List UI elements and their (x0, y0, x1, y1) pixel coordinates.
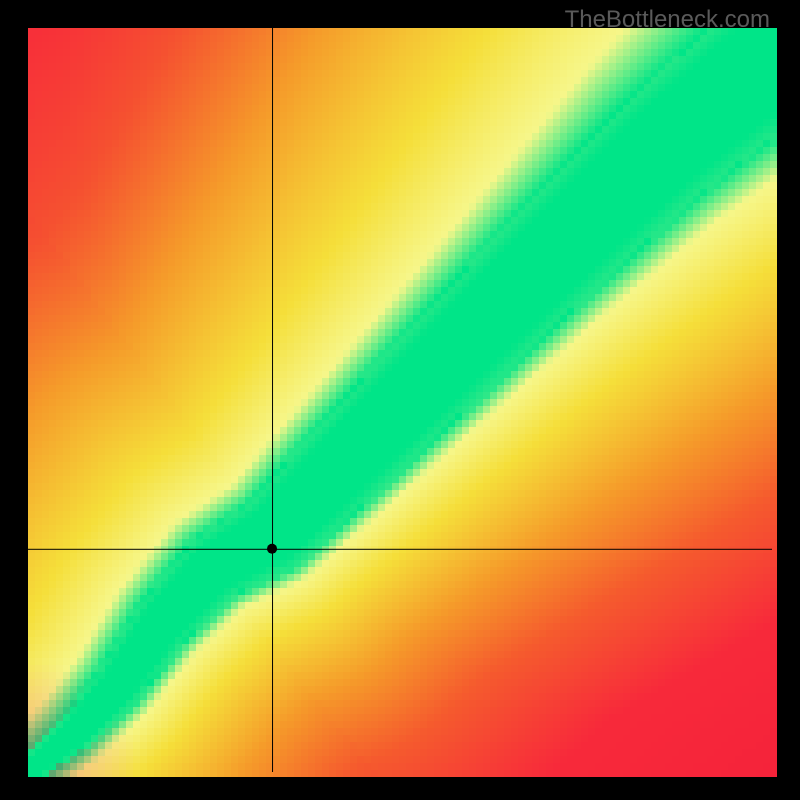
chart-container: { "watermark": { "text": "TheBottleneck.… (0, 0, 800, 800)
watermark-text: TheBottleneck.com (565, 6, 770, 34)
bottleneck-heatmap (0, 0, 800, 800)
